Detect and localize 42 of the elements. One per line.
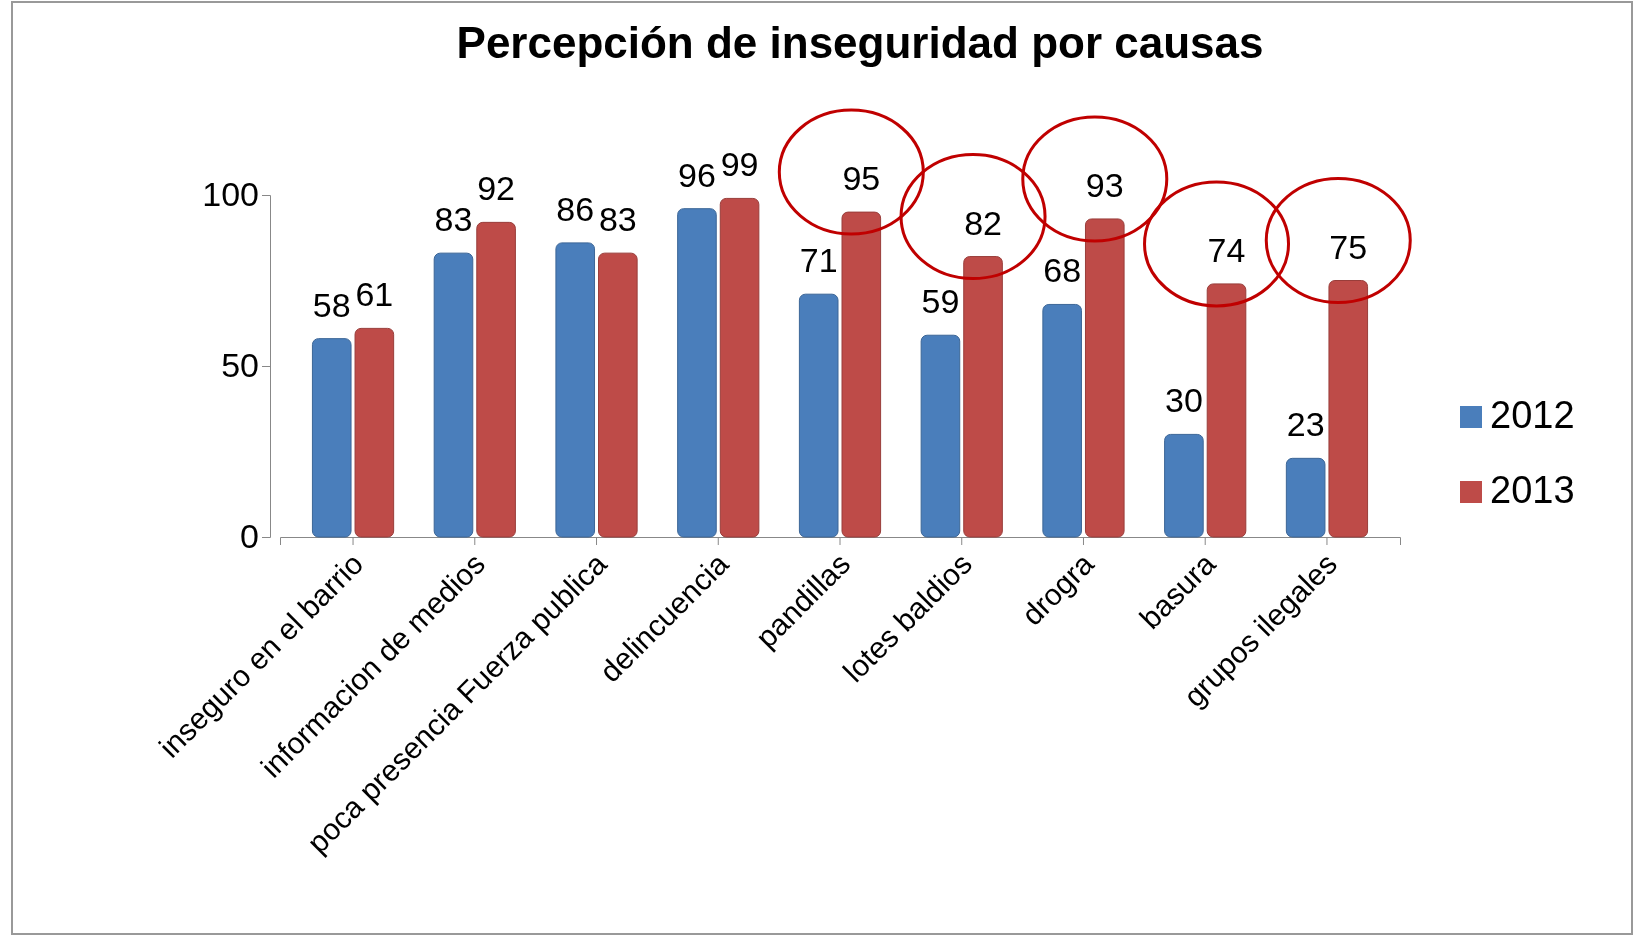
data-label: 59 [921,282,960,321]
bar [963,256,1003,538]
data-label: 95 [842,159,881,198]
data-label: 58 [312,285,351,324]
bar [719,197,760,538]
bar [1206,283,1247,538]
bar [1084,218,1125,538]
bar [476,221,516,538]
bar [920,334,961,538]
bar [1164,433,1204,538]
bar [433,252,474,538]
bar [1042,303,1082,538]
bar [311,338,352,538]
bar [798,293,839,538]
bar [354,327,395,538]
data-label: 82 [964,203,1002,242]
data-label: 99 [720,145,759,184]
bar [555,242,596,538]
bar [1328,280,1369,538]
data-label: 71 [799,241,838,280]
data-label: 75 [1329,227,1368,266]
data-label: 23 [1286,405,1325,444]
data-label: 86 [556,189,595,228]
data-label: 74 [1207,230,1246,269]
data-label: 83 [434,200,473,239]
data-label: 30 [1165,381,1203,420]
y-tick-label: 100 [202,175,259,214]
data-label: 96 [678,155,716,194]
legend-label: 2012 [1490,394,1575,436]
chart-title: Percepción de inseguridad por causas [456,18,1264,67]
data-label: 61 [355,275,394,314]
bar [677,208,717,538]
bar [841,211,882,538]
data-label: 92 [477,169,515,208]
legend-label: 2013 [1490,469,1575,511]
data-label: 68 [1043,251,1082,290]
bar [598,252,638,538]
y-tick-label: 0 [240,517,259,556]
bar [1285,457,1326,538]
y-tick-label: 50 [221,346,259,385]
data-label: 93 [1085,165,1124,204]
data-label: 83 [598,200,637,239]
